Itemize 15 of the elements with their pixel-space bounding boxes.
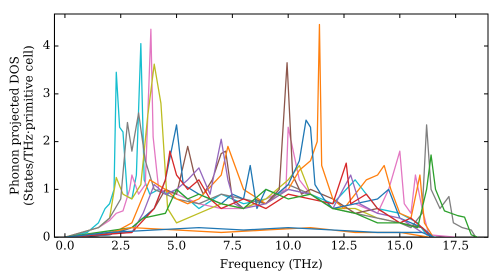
y-axis-title: Phonon projected DOS (States/THz·primitive cell) [7, 45, 36, 206]
y-tick-label: 4 [42, 38, 51, 52]
x-tick-label: 5.0 [167, 238, 186, 253]
x-tick-label: 7.5 [222, 238, 242, 253]
x-tick-label: 17.5 [442, 238, 469, 253]
y-tick-label: 0 [42, 229, 50, 244]
y-tick-label: 2 [42, 134, 50, 148]
x-tick-label: 10.0 [274, 238, 302, 253]
x-tick-label: 0.0 [55, 238, 74, 253]
y-tick-label: 1 [42, 182, 50, 196]
x-tick-label: 2.5 [111, 238, 130, 253]
x-tick-label: 12.5 [330, 238, 358, 253]
x-tick-label: 15.0 [386, 238, 414, 253]
y-tick-label: 3 [42, 86, 50, 100]
x-axis-title: Frequency (THz) [220, 256, 323, 271]
